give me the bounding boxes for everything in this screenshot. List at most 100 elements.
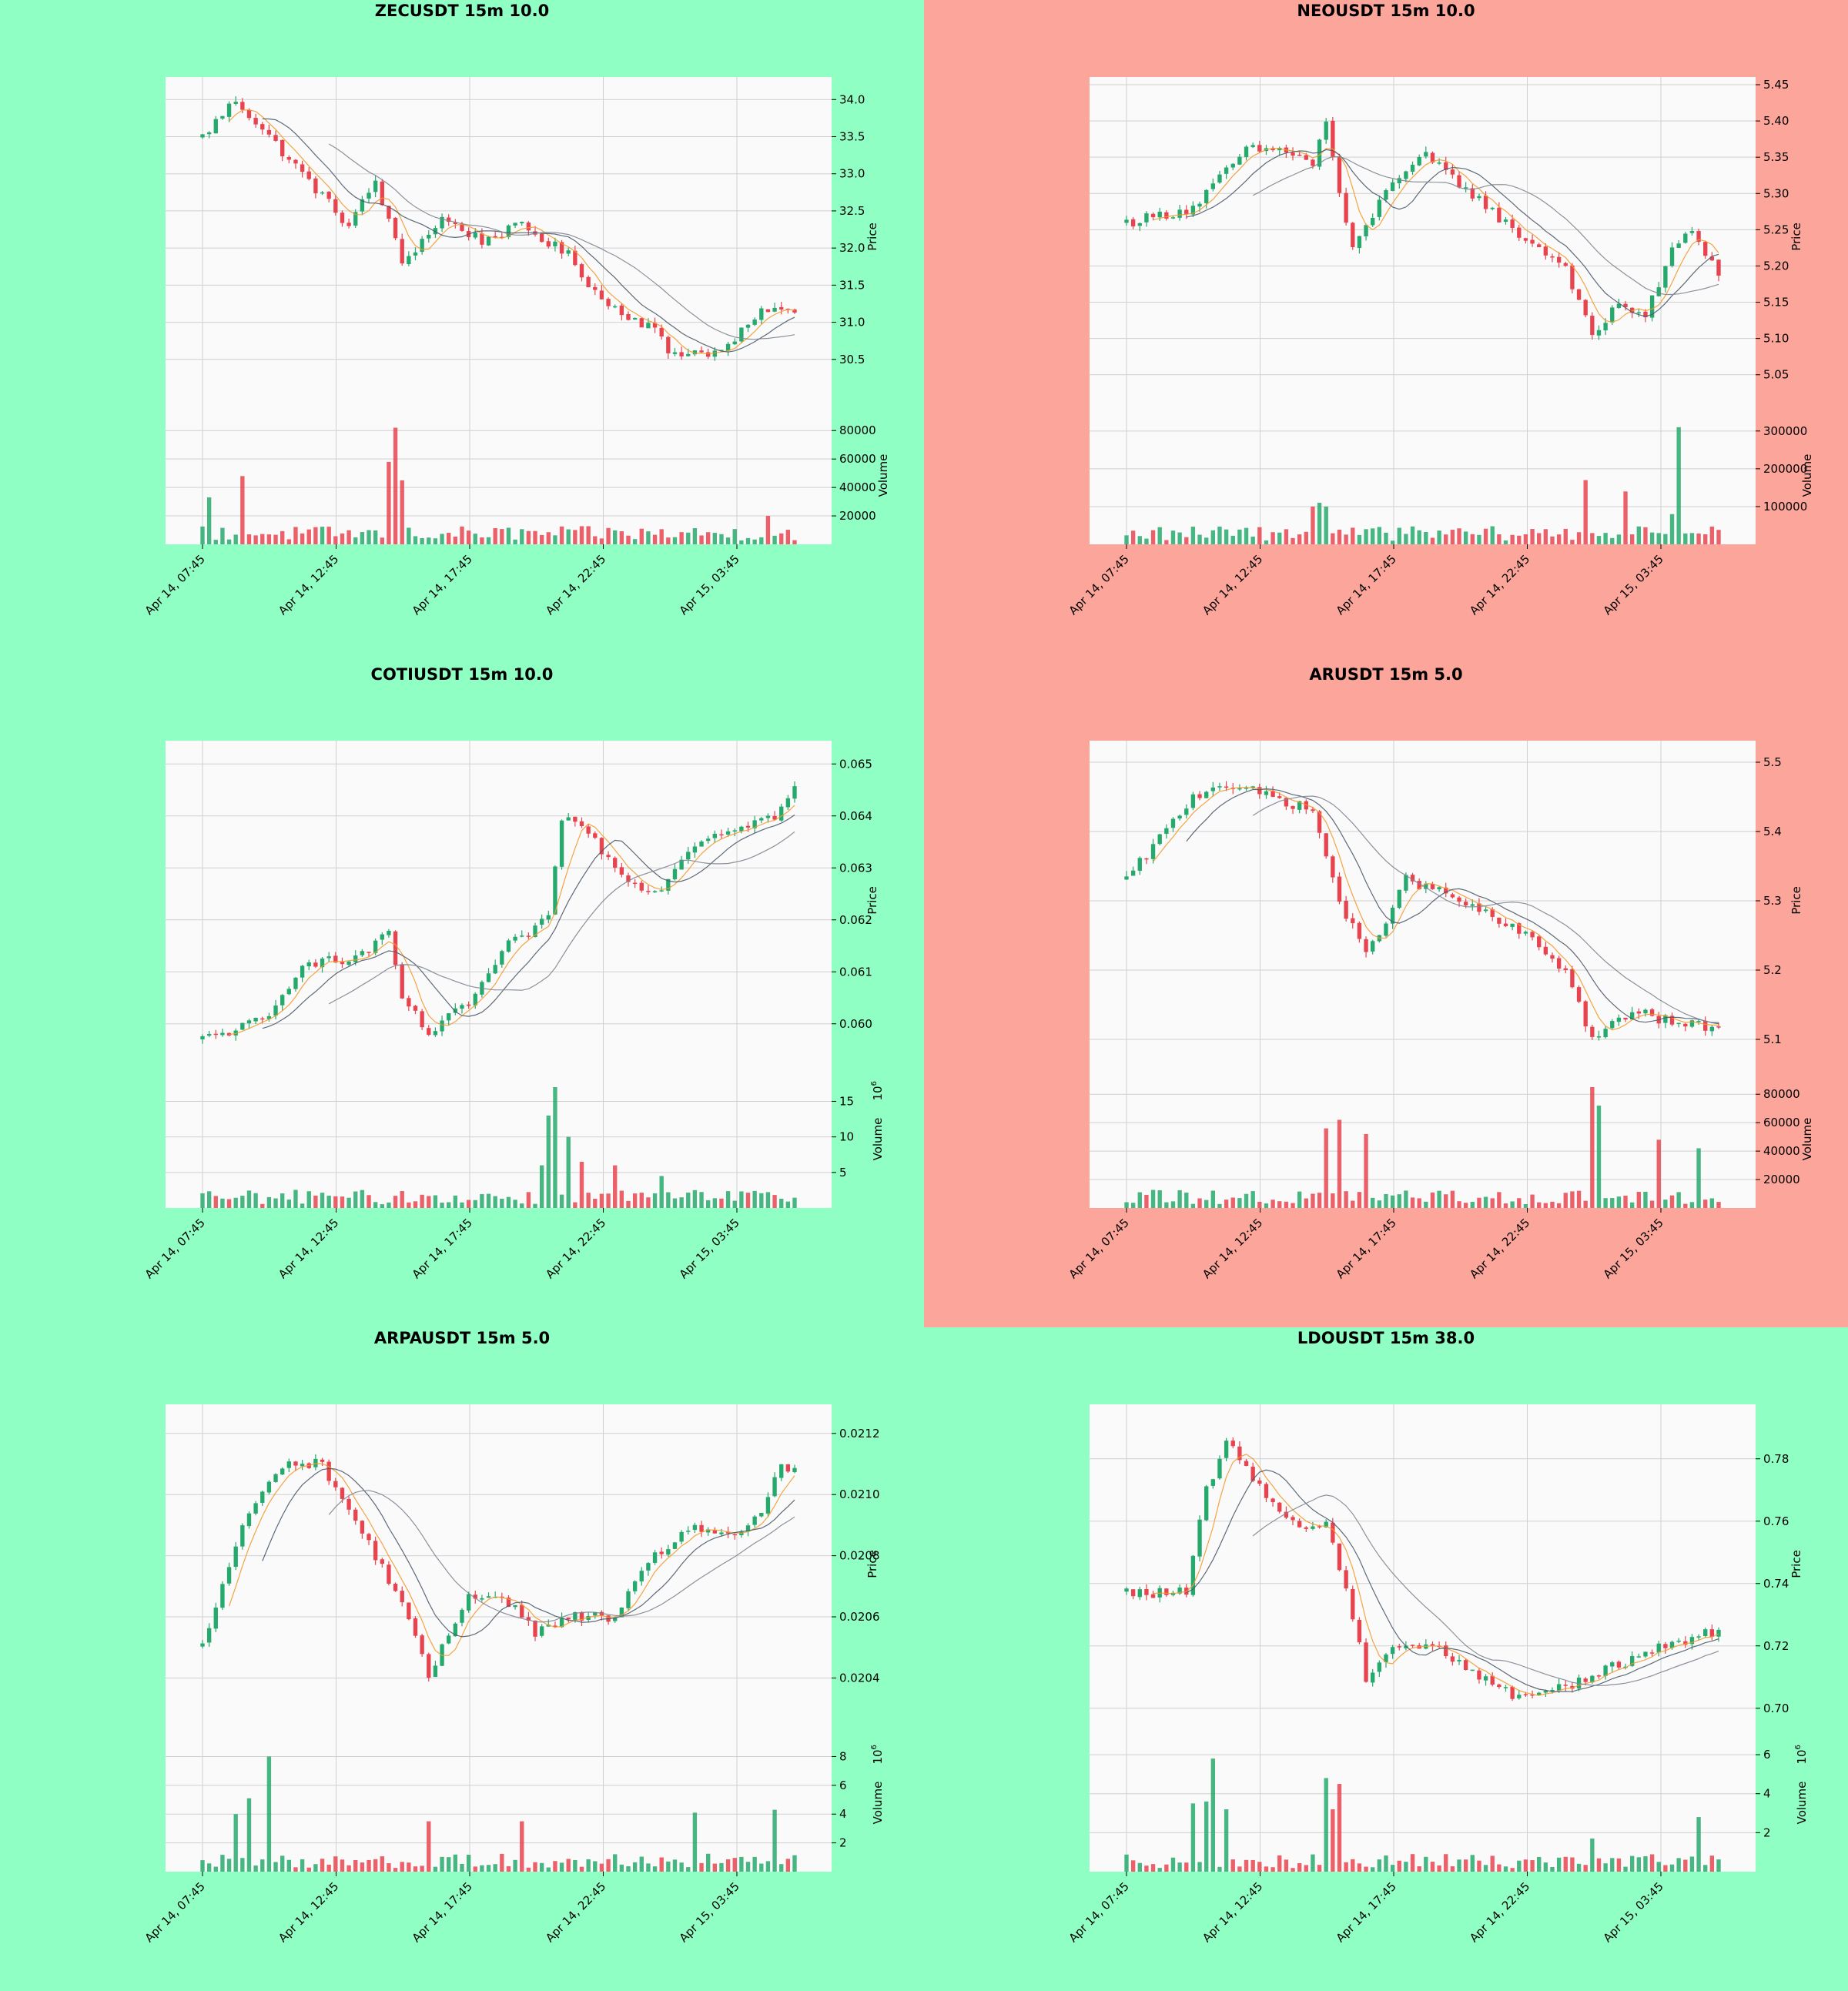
candle-body <box>1689 1637 1695 1645</box>
volume-bar <box>393 427 398 544</box>
chart-title: LDOUSDT 15m 38.0 <box>1297 1329 1475 1347</box>
volume-bar <box>1444 1194 1448 1208</box>
volume-bar <box>1696 1817 1701 1872</box>
candle-body <box>400 239 404 264</box>
candle-body <box>1164 212 1169 219</box>
candle-body <box>1470 904 1475 906</box>
volume-bar <box>765 516 771 544</box>
volume-bar <box>360 532 365 544</box>
moving-average-line <box>1186 149 1719 317</box>
volume-bar <box>785 1859 791 1872</box>
candle-body <box>1124 876 1129 880</box>
volume-bar <box>546 1115 551 1208</box>
chart-panel-2: COTIUSDT 15m 10.0 0.060 0.061 0.062 0.063 0.0… <box>0 664 924 1327</box>
candle-body <box>573 816 578 822</box>
candle-body <box>346 1498 351 1510</box>
candle-body <box>533 925 537 938</box>
candle-body <box>1170 217 1176 219</box>
volume-bar <box>1130 530 1136 544</box>
volume-bar <box>1124 1202 1129 1208</box>
volume-bar <box>1430 537 1435 544</box>
price-tick-label: 32.0 <box>839 241 865 255</box>
volume-bar <box>1503 1203 1508 1208</box>
volume-bar <box>765 1861 771 1872</box>
candle-body <box>506 1598 511 1608</box>
volume-bar <box>1377 1200 1382 1208</box>
volume-bar <box>1210 1758 1216 1872</box>
candle-body <box>1291 806 1295 809</box>
volume-bar <box>493 1864 497 1872</box>
volume-bar <box>1331 533 1335 544</box>
volume-bar <box>1696 1148 1701 1208</box>
volume-bar <box>1583 480 1588 544</box>
volume-bar <box>785 530 791 544</box>
volume-bar <box>1277 532 1282 544</box>
candle-body <box>233 1546 238 1567</box>
plot-background <box>166 741 832 1208</box>
volume-bar <box>1530 1194 1535 1208</box>
price-tick-label: 5.40 <box>1763 114 1789 128</box>
volume-bar <box>646 1197 651 1208</box>
volume-bar <box>1643 1191 1648 1208</box>
candle-body <box>1497 207 1502 223</box>
candle-body <box>1277 1502 1282 1512</box>
volume-bar <box>1610 1198 1615 1208</box>
candle-body <box>1590 316 1595 336</box>
volume-bar <box>1404 1190 1408 1208</box>
candle-body <box>1643 1009 1648 1014</box>
volume-bar <box>586 1193 591 1208</box>
price-tick-label: 31.5 <box>839 278 865 292</box>
candle-body <box>1709 256 1715 261</box>
volume-bar <box>1264 540 1269 544</box>
candle-body <box>1237 788 1242 790</box>
candle-body <box>1291 1517 1295 1521</box>
candle-body <box>1550 1690 1555 1692</box>
candle-body <box>1177 209 1182 218</box>
volume-bar <box>1324 1778 1328 1872</box>
volume-bar <box>1510 1201 1515 1208</box>
candle-body <box>1197 203 1202 207</box>
candle-body <box>752 320 757 325</box>
volume-bar <box>1470 1855 1475 1872</box>
candle-body <box>546 241 551 247</box>
volume-bar <box>1629 1202 1635 1208</box>
volume-bar <box>1217 1203 1222 1208</box>
volume-bar <box>1583 1200 1588 1208</box>
volume-bar <box>779 1199 784 1208</box>
candles <box>1124 1437 1721 1702</box>
volume-bar <box>1417 1198 1421 1208</box>
x-tick-label: Apr 14, 12:45 <box>1200 1216 1265 1281</box>
candle-body <box>460 223 464 231</box>
volume-bar <box>440 1203 444 1208</box>
volume-bar <box>213 1196 218 1208</box>
volume-bar <box>220 1855 225 1872</box>
candle-body <box>1257 1480 1262 1484</box>
volume-bar <box>1510 534 1515 544</box>
candle-body <box>520 1605 524 1618</box>
candle-body <box>606 855 611 858</box>
volume-bar <box>732 1858 737 1872</box>
x-tick-label: Apr 14, 17:45 <box>1334 1216 1399 1281</box>
candle-body <box>1137 1589 1142 1598</box>
candle-body <box>1656 1643 1661 1653</box>
volume-bar <box>233 534 238 544</box>
candle-body <box>1224 786 1229 788</box>
candle-body <box>1210 183 1216 189</box>
volume-bar <box>1204 537 1209 544</box>
candle-body <box>679 352 684 356</box>
candle-body <box>1124 219 1129 223</box>
candle-body <box>546 915 551 920</box>
price-tick-label: 5.45 <box>1763 78 1789 92</box>
candle-body <box>1629 1012 1635 1020</box>
volume-bar <box>1137 536 1142 544</box>
volume-bar <box>1583 1865 1588 1872</box>
volume-bar <box>1351 1200 1355 1208</box>
candle-body <box>226 1567 232 1584</box>
candle-body <box>1610 1662 1615 1667</box>
volume-bar <box>1444 534 1448 544</box>
volume-bar <box>686 1867 691 1872</box>
candle-body <box>1337 1543 1342 1571</box>
volume-tick-label: 300000 <box>1763 424 1807 438</box>
volume-bar <box>1590 533 1595 544</box>
candle-body <box>732 1534 737 1536</box>
